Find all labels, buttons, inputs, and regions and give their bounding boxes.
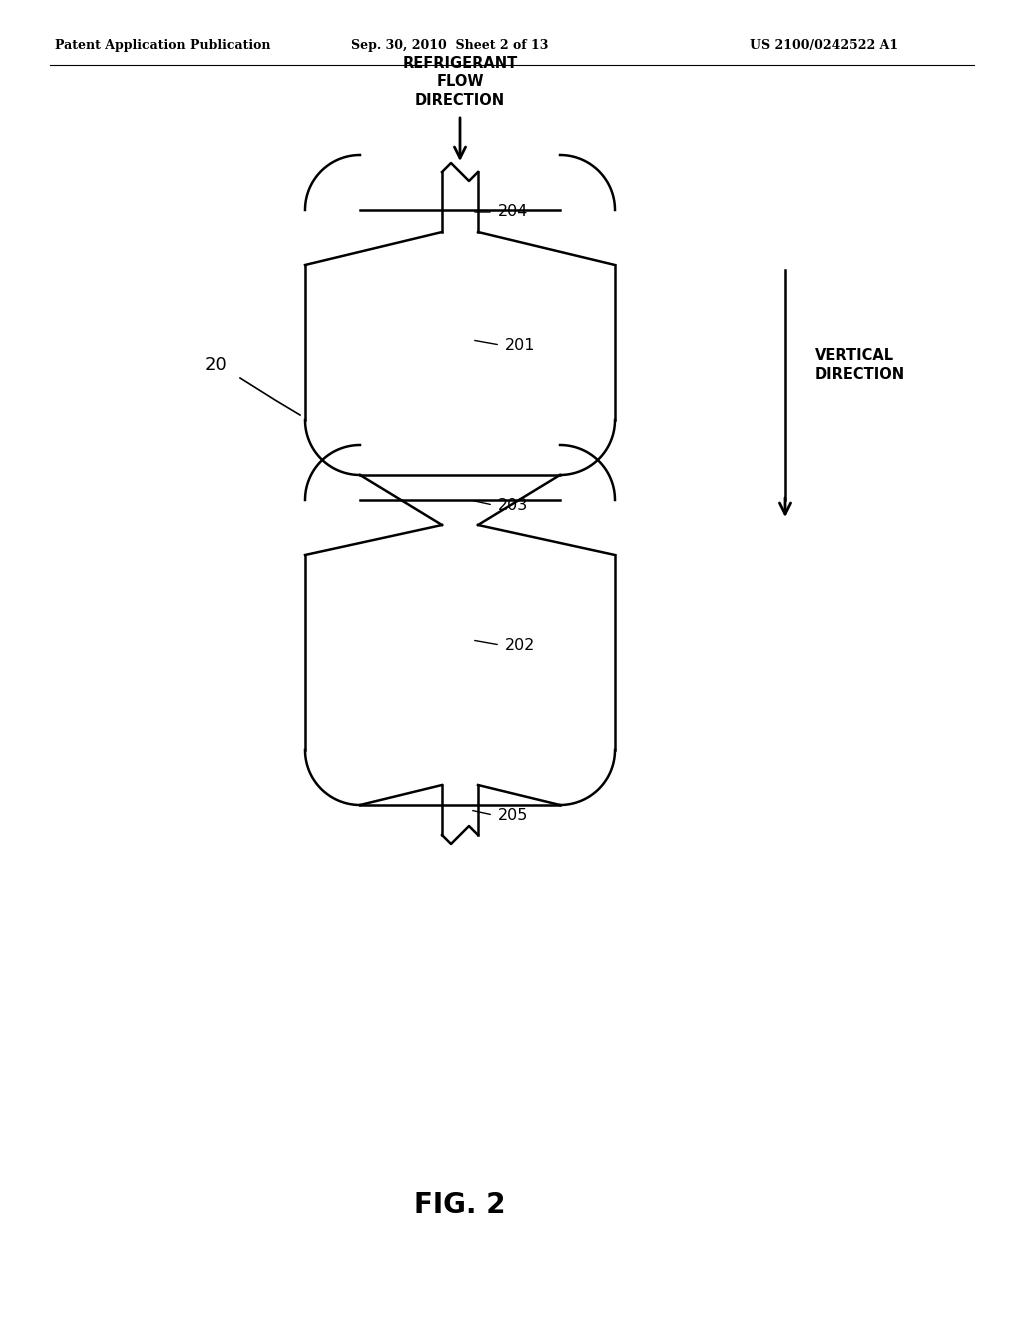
Text: 205: 205 (498, 808, 528, 822)
Text: 203: 203 (498, 498, 528, 512)
Text: FIG. 2: FIG. 2 (415, 1191, 506, 1218)
Text: 201: 201 (505, 338, 536, 352)
Text: VERTICAL
DIRECTION: VERTICAL DIRECTION (815, 348, 905, 381)
Text: Sep. 30, 2010  Sheet 2 of 13: Sep. 30, 2010 Sheet 2 of 13 (351, 38, 549, 51)
Text: US 2100/0242522 A1: US 2100/0242522 A1 (750, 38, 898, 51)
Text: REFRIGERANT
FLOW
DIRECTION: REFRIGERANT FLOW DIRECTION (402, 55, 517, 108)
Text: Patent Application Publication: Patent Application Publication (55, 38, 270, 51)
Text: 204: 204 (498, 205, 528, 219)
Text: 202: 202 (505, 638, 536, 652)
Text: 20: 20 (205, 356, 227, 374)
